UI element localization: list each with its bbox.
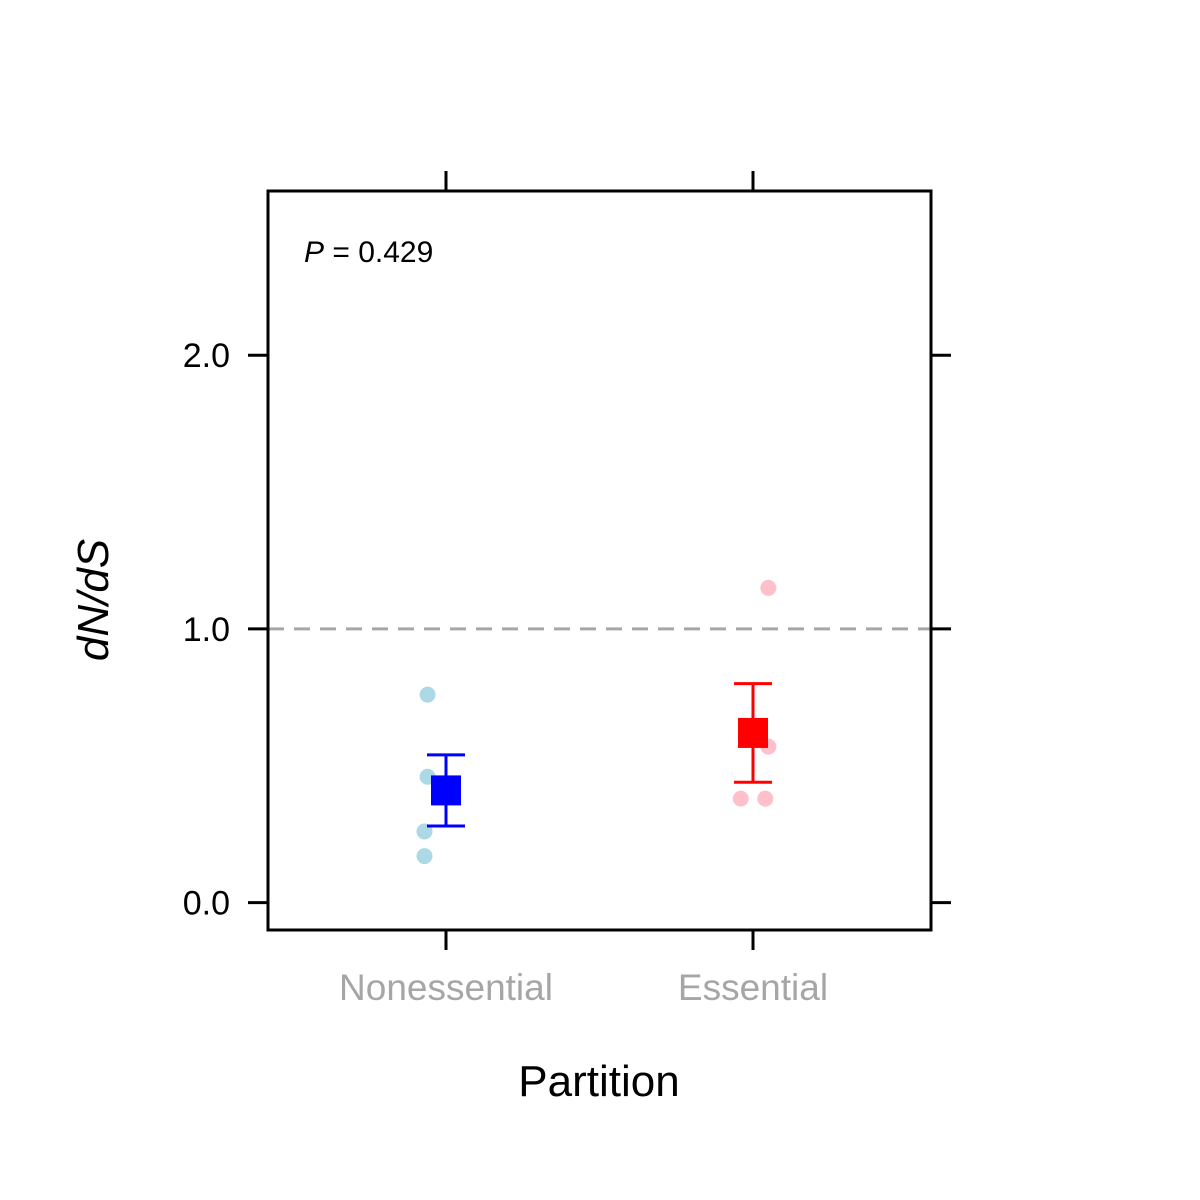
y-tick-label: 2.0 — [183, 337, 230, 375]
plot-frame — [266, 189, 933, 932]
data-point — [732, 790, 749, 807]
mean-marker — [738, 717, 768, 748]
x-category-label: Nonessential — [339, 967, 553, 1008]
data-point — [419, 686, 436, 703]
p-value-symbol: P — [304, 236, 324, 269]
data-point — [760, 579, 777, 596]
mean-markers — [427, 682, 772, 828]
data-points — [416, 579, 777, 865]
p-value-text: = 0.429 — [324, 236, 433, 269]
y-tick-label: 0.0 — [183, 885, 230, 923]
p-value-annotation: P = 0.429 — [304, 236, 433, 269]
x-axis-title: Partition — [518, 1057, 679, 1106]
chart-plot-area — [266, 189, 933, 932]
y-tick-label: 1.0 — [183, 611, 230, 649]
x-category-label: Essential — [678, 967, 828, 1008]
x-axis: Nonessential Essential — [339, 171, 828, 1008]
y-axis: 0.0 1.0 2.0 — [183, 337, 951, 923]
mean-marker — [431, 775, 461, 806]
y-axis-title: dN/dS — [69, 539, 118, 661]
data-point — [416, 848, 433, 865]
data-point — [757, 790, 774, 807]
